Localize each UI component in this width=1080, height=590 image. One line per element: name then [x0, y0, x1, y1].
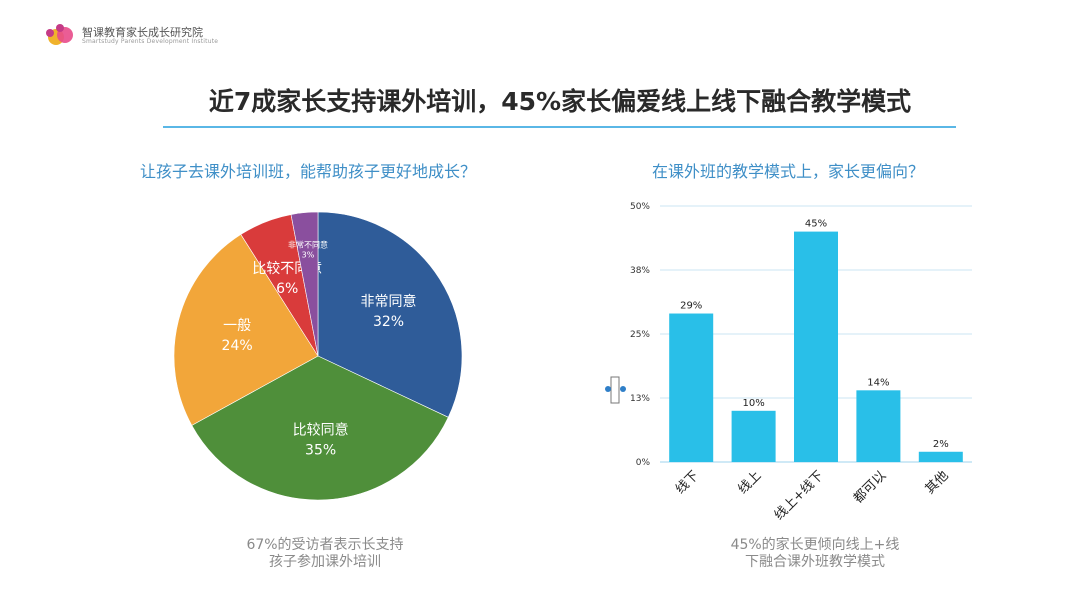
y-tick-label: 25% [630, 330, 650, 340]
pie-slice-value: 3% [302, 251, 315, 260]
bar-note: 45%的家长更倾向线上+线 下融合课外班教学模式 [700, 537, 930, 571]
pie-slice-value: 32% [373, 314, 404, 330]
y-tick-label: 0% [636, 458, 651, 468]
org-name-en: Smartstudy Parents Development Institute [82, 38, 219, 45]
pie-slice [290, 211, 319, 357]
pie-note: 67%的受访者表示长支持 孩子参加课外培训 [210, 537, 440, 571]
org-name: 智课教育家长成长研究院 [82, 26, 203, 39]
slide-title: 近7成家长支持课外培训，45%家长偏爱线上线下融合教学模式 [208, 87, 912, 116]
y-tick-label: 38% [630, 266, 650, 276]
slider-handle-icon [605, 376, 626, 404]
x-category-label: 线上 [735, 468, 764, 497]
logo-icon [46, 24, 73, 45]
pie-note-line1: 67%的受访者表示长支持 [246, 537, 404, 553]
bar-value-label: 2% [933, 439, 949, 450]
x-category-label: 其他 [923, 468, 952, 497]
x-category-label: 线下 [673, 468, 702, 497]
bar [856, 390, 901, 462]
pie-slice [317, 211, 463, 418]
pie-note-line2: 孩子参加课外培训 [269, 554, 381, 570]
bar-value-label: 45% [805, 219, 827, 230]
y-tick-label: 50% [630, 202, 650, 212]
pie-slice-value: 24% [222, 338, 253, 354]
bar [669, 313, 714, 462]
bar [918, 451, 963, 462]
x-category-label: 都可以 [851, 468, 889, 506]
pie-slice [191, 355, 449, 501]
pie-slice-value: 35% [305, 442, 336, 458]
bar-value-label: 14% [867, 377, 889, 388]
bar-note-line1: 45%的家长更倾向线上+线 [730, 537, 900, 553]
bar-question: 在课外班的教学模式上，家长更偏向？ [652, 162, 925, 181]
pie-slice [173, 234, 319, 426]
title-divider [163, 126, 956, 128]
y-tick-label: 13% [630, 394, 650, 404]
pie-question: 让孩子去课外培训班，能帮助孩子更好地成长？ [140, 162, 477, 181]
pie-slice-label: 非常不同意 [288, 240, 328, 250]
x-category-label: 线上+线下 [772, 468, 827, 523]
bar-value-label: 10% [742, 398, 764, 409]
bar [794, 231, 838, 462]
bar-chart: 0% 13% 25% 38% 50% 29% 线下 10% 线上 45% 线上+线下 14% 都可以 2%… [630, 202, 972, 523]
bar-value-label: 29% [680, 301, 702, 312]
pie-slice-label: 非常同意 [361, 293, 417, 310]
pie-slice-label: 一般 [223, 318, 251, 334]
bar-note-line2: 下融合课外班教学模式 [745, 554, 885, 570]
bar [731, 410, 776, 462]
pie-slice-value: 6% [276, 281, 298, 297]
pie-slice-label: 比较同意 [293, 421, 349, 438]
